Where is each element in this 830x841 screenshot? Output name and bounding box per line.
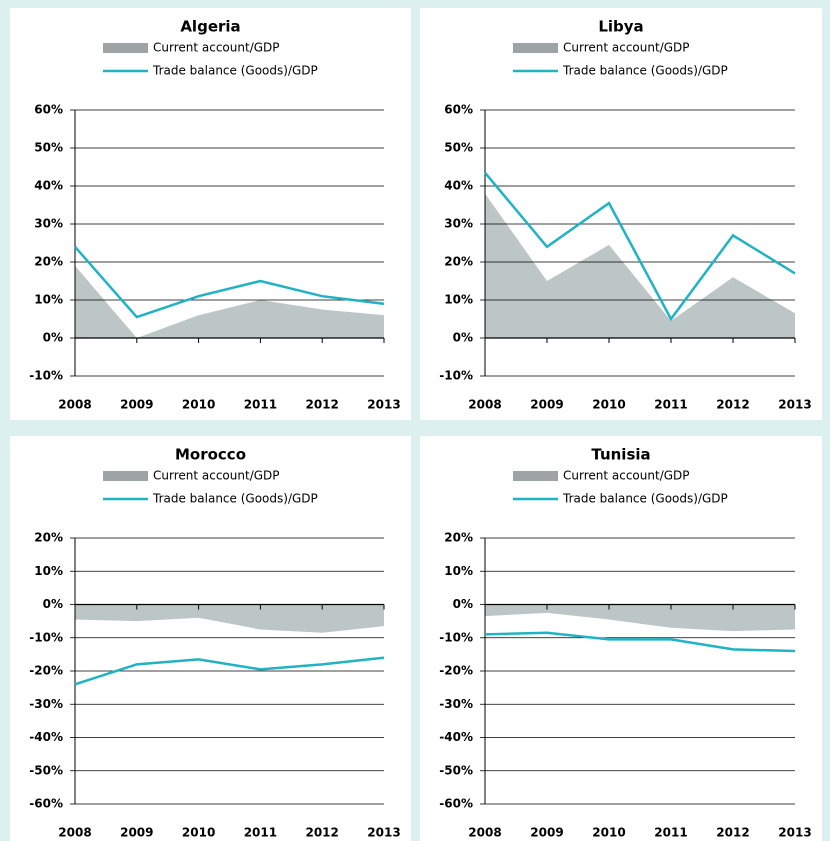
y-tick-label: -10%: [29, 369, 63, 383]
x-tick-label: 2008: [58, 398, 91, 412]
x-tick-label: 2010: [592, 398, 625, 412]
legend-label: Trade balance (Goods)/GDP: [562, 492, 728, 506]
x-tick-label: 2012: [305, 826, 338, 840]
y-tick-label: -40%: [29, 730, 63, 744]
y-tick-label: 40%: [444, 179, 473, 193]
x-tick-label: 2011: [244, 826, 277, 840]
y-tick-label: 60%: [34, 103, 63, 117]
y-tick-label: 20%: [34, 531, 63, 545]
y-tick-label: 20%: [444, 255, 473, 269]
x-tick-label: 2011: [654, 826, 687, 840]
line: [74, 656, 385, 686]
panel: Morocco Current account/GDP Trade balance …: [10, 436, 411, 841]
y-tick-label: -10%: [439, 630, 473, 644]
y-tick-label: 60%: [444, 103, 473, 117]
x-tick-label: 2012: [716, 398, 749, 412]
x-tick-label: 2012: [716, 826, 749, 840]
area: [485, 604, 795, 632]
legend-label: Trade balance (Goods)/GDP: [152, 492, 318, 506]
chart-title: Libya: [598, 18, 643, 36]
y-tick-label: 50%: [444, 141, 473, 155]
y-tick-label: -10%: [439, 369, 473, 383]
y-tick-label: 0%: [43, 331, 63, 345]
x-tick-label: 2008: [468, 398, 501, 412]
legend-swatch: [513, 43, 558, 53]
x-tick-label: 2011: [654, 398, 687, 412]
y-tick-label: 20%: [444, 531, 473, 545]
legend-label: Current account/GDP: [563, 469, 690, 483]
legend-label: Trade balance (Goods)/GDP: [562, 64, 728, 78]
y-tick-label: -60%: [29, 797, 63, 811]
legend-swatch: [513, 471, 558, 481]
area: [485, 193, 795, 338]
panel: Tunisia Current account/GDP Trade balance …: [420, 436, 822, 841]
y-tick-label: 10%: [444, 564, 473, 578]
y-tick-label: -20%: [439, 664, 473, 678]
y-tick-label: 0%: [453, 331, 473, 345]
x-tick-label: 2010: [182, 826, 215, 840]
x-tick-label: 2013: [778, 398, 811, 412]
legend-label: Current account/GDP: [153, 41, 280, 55]
panel-bg: [10, 436, 411, 841]
x-tick-label: 2009: [530, 826, 563, 840]
line: [484, 631, 796, 653]
legend-label: Current account/GDP: [563, 41, 690, 55]
legend-label: Current account/GDP: [153, 469, 280, 483]
y-tick-label: 40%: [34, 179, 63, 193]
chart-title: Morocco: [175, 446, 246, 464]
chart-title: Algeria: [180, 18, 240, 36]
legend-swatch: [103, 43, 148, 53]
x-tick-label: 2011: [244, 398, 277, 412]
y-tick-label: -10%: [29, 630, 63, 644]
y-tick-label: -40%: [439, 730, 473, 744]
x-tick-label: 2008: [58, 826, 91, 840]
y-tick-label: -20%: [29, 664, 63, 678]
y-tick-label: 20%: [34, 255, 63, 269]
x-tick-label: 2010: [182, 398, 215, 412]
y-tick-label: 10%: [34, 564, 63, 578]
line: [484, 171, 796, 322]
x-tick-label: 2013: [367, 826, 400, 840]
x-tick-label: 2009: [120, 398, 153, 412]
x-tick-label: 2010: [592, 826, 625, 840]
y-tick-label: 50%: [34, 141, 63, 155]
y-tick-label: 10%: [34, 293, 63, 307]
x-tick-label: 2012: [305, 398, 338, 412]
x-tick-label: 2013: [367, 398, 400, 412]
y-tick-label: -60%: [439, 797, 473, 811]
x-tick-label: 2008: [468, 826, 501, 840]
legend-swatch: [103, 471, 148, 481]
y-tick-label: -50%: [29, 763, 63, 777]
y-tick-label: 10%: [444, 293, 473, 307]
y-tick-label: 0%: [453, 597, 473, 611]
y-tick-label: 30%: [34, 217, 63, 231]
y-tick-label: 0%: [43, 597, 63, 611]
y-tick-label: 30%: [444, 217, 473, 231]
line: [74, 245, 385, 319]
panel-bg: [10, 8, 411, 420]
area: [75, 604, 384, 633]
x-tick-label: 2009: [120, 826, 153, 840]
x-tick-label: 2009: [530, 398, 563, 412]
y-tick-label: -30%: [439, 697, 473, 711]
area: [75, 265, 384, 338]
panel: Algeria Current account/GDP Trade balance …: [10, 8, 411, 420]
legend-label: Trade balance (Goods)/GDP: [152, 64, 318, 78]
chart-title: Tunisia: [591, 446, 650, 464]
panel: Libya Current account/GDP Trade balance (G…: [420, 8, 822, 420]
y-tick-label: -30%: [29, 697, 63, 711]
x-tick-label: 2013: [778, 826, 811, 840]
y-tick-label: -50%: [439, 763, 473, 777]
